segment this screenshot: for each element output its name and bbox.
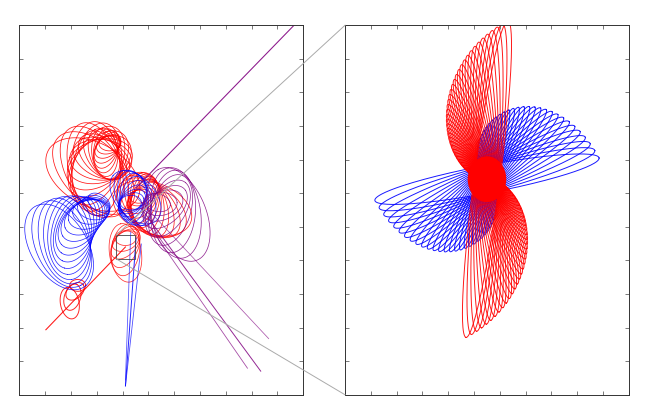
Circle shape xyxy=(468,157,506,201)
Bar xyxy=(116,235,135,259)
